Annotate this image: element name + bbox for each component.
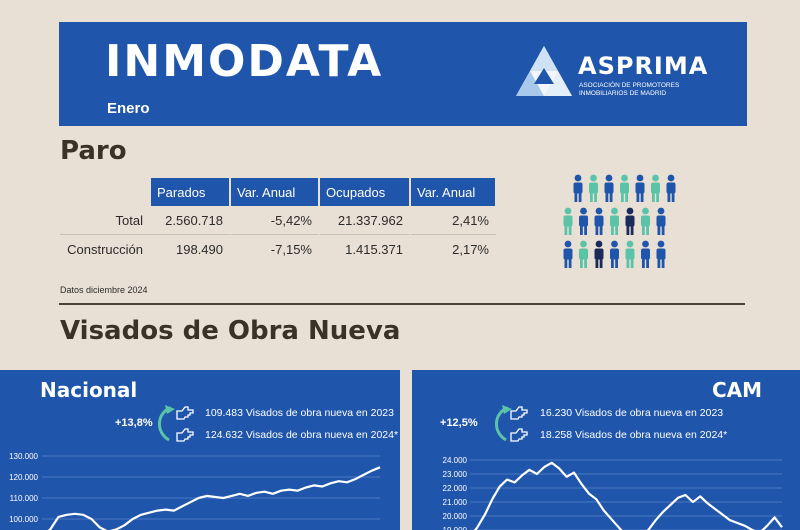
person-figure xyxy=(656,240,666,268)
y-tick-label: 20.000 xyxy=(443,512,468,521)
series-line xyxy=(473,461,783,530)
pointing-hand-icon xyxy=(176,428,194,442)
app-title: INMODATA xyxy=(105,36,384,87)
person-figure xyxy=(579,240,588,268)
person-figure xyxy=(610,240,619,268)
y-tick-label: 130.000 xyxy=(9,452,38,461)
cell-value: 2,41% xyxy=(411,206,497,235)
pointing-hand-icon xyxy=(176,406,194,420)
y-tick-label: 19.000 xyxy=(443,526,468,530)
section-divider xyxy=(59,303,745,305)
person-figure xyxy=(579,207,588,235)
person-figure xyxy=(589,174,598,202)
month-label: Enero xyxy=(107,100,150,117)
visados-2023-line: 109.483 Visados de obra nueva en 2023 xyxy=(205,407,394,419)
column-header: Ocupados xyxy=(320,178,411,206)
y-tick-label: 120.000 xyxy=(9,473,38,482)
paro-table: Parados Var. Anual Ocupados Var. Anual T… xyxy=(60,178,497,263)
visados-2024-line: 18.258 Visados de obra nueva en 2024* xyxy=(540,429,728,441)
visados-heading: Visados de Obra Nueva xyxy=(60,316,401,346)
people-icon xyxy=(563,174,676,268)
person-figure xyxy=(620,174,629,202)
person-figure xyxy=(635,174,645,202)
logo-subtitle-line-2: INMOBILIARIOS DE MADRID xyxy=(579,90,667,97)
growth-arrow-icon xyxy=(495,405,512,442)
person-figure xyxy=(594,207,604,235)
cell-value: -5,42% xyxy=(231,206,320,235)
nacional-title: Nacional xyxy=(40,378,138,402)
cell-value: 198.490 xyxy=(151,235,231,263)
cell-value: 1.415.371 xyxy=(320,235,411,263)
header-banner: INMODATA Enero ASPRIMA ASOCIACIÓN DE PRO… xyxy=(59,22,747,126)
row-label: Construcción xyxy=(67,241,143,257)
column-header: Var. Anual xyxy=(231,178,320,206)
series-line xyxy=(47,466,381,530)
y-tick-label: 22.000 xyxy=(443,484,468,493)
person-figure xyxy=(641,240,650,268)
person-figure xyxy=(625,207,635,235)
y-tick-label: 100.000 xyxy=(9,515,38,524)
y-tick-label: 21.000 xyxy=(443,498,468,507)
person-figure xyxy=(563,240,573,268)
column-header: Parados xyxy=(151,178,231,206)
table-row: Construcción 198.490 -7,15% 1.415.371 2,… xyxy=(60,235,497,263)
cam-line-chart: 24.000 23.000 22.000 21.000 20.000 19.000 xyxy=(443,456,783,530)
person-figure xyxy=(604,174,614,202)
person-figure xyxy=(594,240,604,268)
y-tick-label: 110.000 xyxy=(10,494,39,503)
y-tick-label: 24.000 xyxy=(443,456,468,465)
person-figure xyxy=(641,207,650,235)
cell-value: 2.560.718 xyxy=(151,206,231,235)
person-figure xyxy=(625,240,635,268)
person-figure xyxy=(666,174,676,202)
table-row: Total 2.560.718 -5,42% 21.337.962 2,41% xyxy=(60,206,497,235)
paro-heading: Paro xyxy=(60,136,127,166)
logo-name: ASPRIMA xyxy=(578,52,709,80)
nacional-panel: Nacional +13,8% 109.483 Visados de obra … xyxy=(0,370,400,530)
cell-value: 21.337.962 xyxy=(320,206,411,235)
growth-arrow-icon xyxy=(158,405,175,442)
empty-header-cell xyxy=(60,178,151,206)
pointing-hand-icon xyxy=(510,428,528,442)
cam-title: CAM xyxy=(711,378,762,402)
y-tick-label: 23.000 xyxy=(443,470,468,479)
logo-subtitle: ASOCIACIÓN DE PROMOTORES INMOBILIARIOS D… xyxy=(579,82,719,98)
pointing-hand-icon xyxy=(510,406,528,420)
cell-value: -7,15% xyxy=(231,235,320,263)
person-figure xyxy=(573,174,583,202)
asprima-logo-icon xyxy=(516,46,572,96)
table-header-row: Parados Var. Anual Ocupados Var. Anual xyxy=(60,178,497,206)
cell-value: 2,17% xyxy=(411,235,497,263)
data-source-note: Datos diciembre 2024 xyxy=(60,285,148,295)
row-label: Total xyxy=(60,206,151,235)
person-figure xyxy=(651,174,660,202)
nacional-line-chart: 130.000 120.000 110.000 100.000 xyxy=(9,452,381,530)
visados-2023-line: 16.230 Visados de obra nueva en 2023 xyxy=(540,407,724,419)
nacional-change: +13,8% xyxy=(115,417,153,429)
person-figure xyxy=(610,207,619,235)
column-header: Var. Anual xyxy=(411,178,497,206)
cam-change: +12,5% xyxy=(440,417,478,429)
logo-subtitle-line-1: ASOCIACIÓN DE PROMOTORES xyxy=(579,82,680,89)
asprima-logo: ASPRIMA ASOCIACIÓN DE PROMOTORES INMOBIL… xyxy=(514,44,724,104)
person-figure xyxy=(656,207,666,235)
person-figure xyxy=(563,207,573,235)
visados-2024-line: 124.632 Visados de obra nueva en 2024* xyxy=(205,429,399,441)
cam-panel: CAM +12,5% 16.230 Visados de obra nueva … xyxy=(412,370,800,530)
